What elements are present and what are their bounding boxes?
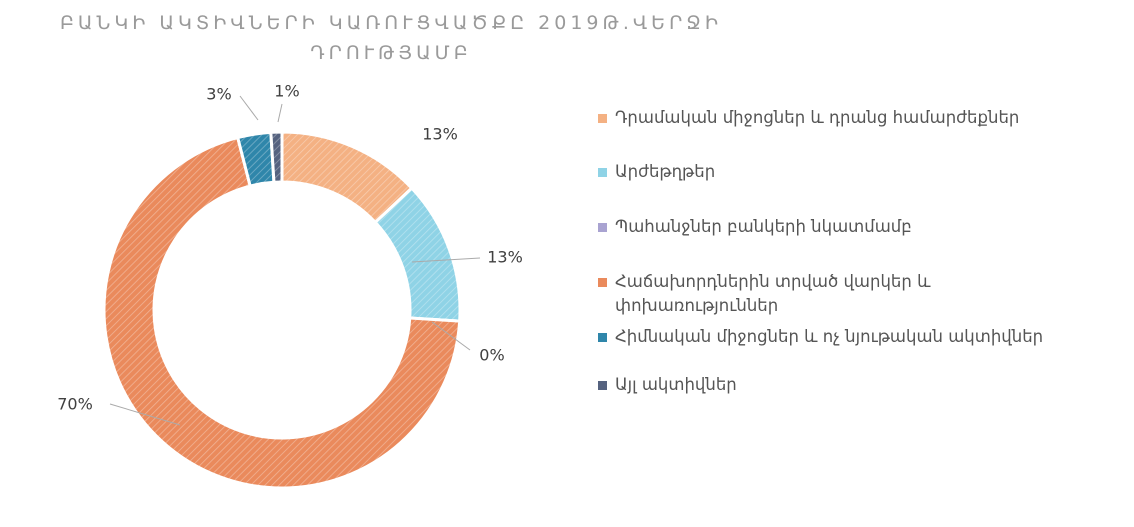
legend-label: Հաճախորդներին տրված վարկեր և փոխառությու…	[615, 272, 931, 315]
leader-line	[277, 103, 283, 123]
legend-swatch	[598, 333, 607, 342]
leader-line	[411, 257, 481, 263]
donut-slice	[269, 130, 284, 184]
data-label: 1%	[274, 82, 299, 101]
legend-swatch	[598, 168, 607, 177]
data-label: 70%	[57, 395, 93, 414]
leader-line	[109, 403, 181, 426]
legend-label: Պահանջներ բանկերի նկատմամբ	[615, 217, 912, 236]
legend-label: Հիմնական միջոցներ և ոչ նյութական ակտիվնե…	[615, 327, 1044, 346]
legend-label: Դրամական միջոցներ և դրանց համարժեքներ	[615, 108, 1020, 127]
legend-swatch	[598, 381, 607, 390]
data-label: 13%	[422, 125, 458, 144]
legend-swatch	[598, 223, 607, 232]
legend-item: Հիմնական միջոցներ և ոչ նյութական ակտիվնե…	[598, 325, 1043, 349]
data-label: 0%	[479, 346, 504, 365]
leader-line	[431, 321, 471, 351]
data-label: 3%	[206, 85, 231, 104]
legend-label: Այլ ակտիվներ	[615, 375, 737, 394]
legend-item: Դրամական միջոցներ և դրանց համարժեքներ	[598, 106, 1019, 130]
leader-line	[239, 95, 259, 121]
legend-item: Պահանջներ բանկերի նկատմամբ	[598, 215, 912, 239]
legend-item: Այլ ակտիվներ	[598, 373, 737, 397]
legend-item: Հաճախորդներին տրված վարկեր և փոխառությու…	[598, 270, 1005, 318]
legend-label: Արժեթղթեր	[615, 162, 716, 181]
legend-item: Արժեթղթեր	[598, 160, 715, 184]
chart-title: ԲԱՆԿԻ ԱԿՏԻՎՆԵՐԻ ԿԱՌՈՒՑՎԱԾՔԸ 2019Թ.ՎԵՐՋԻ …	[60, 12, 722, 64]
donut-slice	[102, 135, 462, 490]
data-label: 13%	[487, 248, 523, 267]
legend-swatch	[598, 278, 607, 287]
legend-swatch	[598, 114, 607, 123]
